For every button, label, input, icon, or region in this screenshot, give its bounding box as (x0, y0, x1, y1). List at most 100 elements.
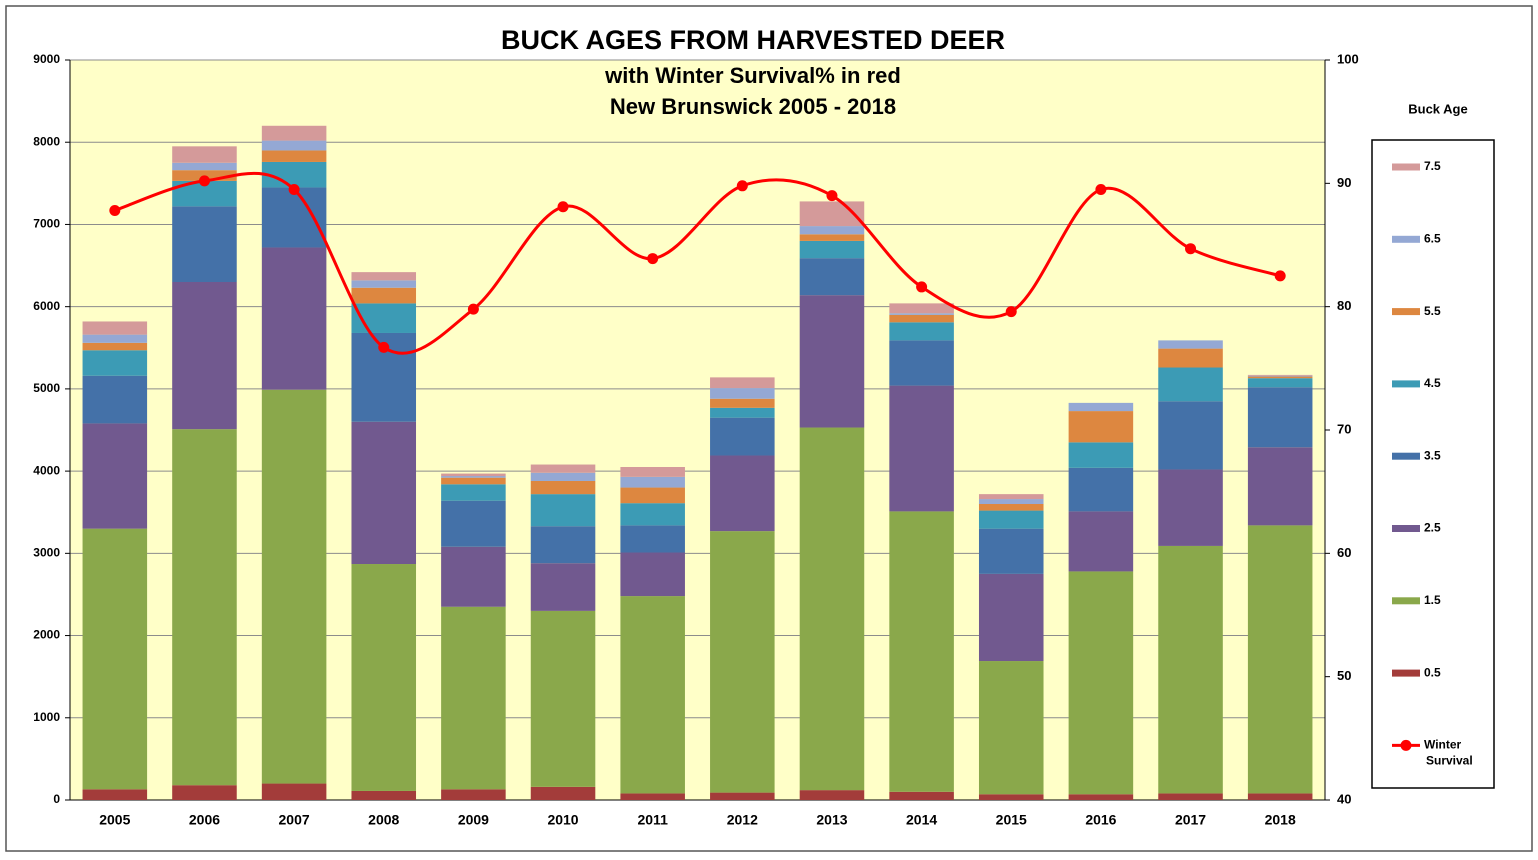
legend-label: 7.5 (1424, 159, 1441, 173)
bar-segment (172, 282, 237, 430)
bar-segment (1247, 376, 1313, 379)
bar-segment (620, 503, 685, 526)
x-tick-label: 2014 (906, 812, 937, 828)
bar-segment (261, 125, 327, 141)
bar-segment (710, 407, 775, 418)
bar-segment (978, 528, 1044, 574)
x-tick-label: 2012 (727, 812, 758, 828)
x-tick-label: 2013 (816, 812, 847, 828)
legend-swatch (1392, 669, 1420, 677)
x-tick-label: 2015 (996, 812, 1027, 828)
bar-segment (799, 226, 865, 235)
bar-segment (1158, 348, 1223, 368)
legend-label: 0.5 (1424, 665, 1441, 679)
survival-point (826, 190, 838, 202)
bar-segment (530, 464, 596, 473)
y-tick-label: 9000 (33, 52, 60, 66)
survival-point (1095, 184, 1107, 195)
bar-segment (1247, 793, 1313, 800)
bar-segment (1247, 375, 1313, 377)
survival-point (647, 253, 659, 265)
x-tick-label: 2018 (1265, 812, 1296, 828)
bar-segment (1158, 793, 1223, 800)
x-tick-label: 2008 (368, 812, 399, 828)
y-tick-label: 3000 (33, 546, 60, 560)
legend-label: Winter Survival (1424, 738, 1473, 768)
y-tick-label: 5000 (33, 381, 60, 395)
y-tick-label: 0 (53, 792, 60, 806)
bar-segment (441, 500, 506, 547)
bar-segment (620, 793, 685, 800)
legend-swatch (1400, 739, 1412, 751)
bar-segment (261, 247, 327, 390)
bar-segment (978, 794, 1044, 800)
bar-segment (620, 476, 685, 488)
bar-segment (889, 303, 954, 314)
legend-swatch (1392, 163, 1420, 171)
y2-tick-label: 80 (1337, 298, 1351, 313)
legend-label: 1.5 (1424, 593, 1441, 607)
bar-segment (1158, 545, 1223, 794)
legend-swatch (1392, 380, 1420, 388)
bar-segment (351, 280, 417, 288)
bar-segment (889, 385, 954, 512)
plot-area (70, 60, 1325, 800)
x-tick-label: 2006 (189, 812, 220, 828)
bar-segment (261, 161, 327, 188)
bar-segment (799, 295, 865, 428)
bar-segment (351, 790, 417, 800)
bar-segment (799, 240, 865, 259)
bar-segment (351, 272, 417, 281)
bar-segment (172, 785, 237, 800)
y2-tick-label: 70 (1337, 421, 1351, 436)
bar-segment (1247, 525, 1313, 794)
chart-subtitle: with Winter Survival% in red (604, 63, 901, 88)
bar-segment (172, 429, 237, 786)
bar-segment (978, 661, 1044, 795)
survival-point (916, 281, 928, 293)
y2-tick-label: 100 (1337, 51, 1359, 66)
bar-segment (351, 564, 417, 791)
bar-segment (441, 477, 506, 485)
bar-segment (889, 511, 954, 792)
bar-segment (530, 526, 596, 564)
bar-segment (1068, 511, 1134, 572)
bar-segment (620, 552, 685, 597)
legend-swatch (1392, 308, 1420, 316)
survival-point (288, 184, 300, 195)
bar-segment (710, 377, 775, 389)
bar-segment (441, 484, 506, 501)
bar-segment (261, 187, 327, 248)
bar-segment (1068, 411, 1134, 443)
bar-segment (978, 573, 1044, 662)
bar-segment (889, 791, 954, 800)
bar-segment (172, 206, 237, 282)
bar-segment (1247, 447, 1313, 526)
bar-segment (1068, 442, 1134, 468)
y-tick-label: 8000 (33, 134, 60, 148)
legend-swatch (1392, 525, 1420, 532)
bar-segment (978, 494, 1044, 500)
legend-label: 4.5 (1424, 376, 1441, 390)
legend-swatch (1392, 597, 1420, 605)
bar-segment (710, 792, 775, 800)
legend-label: 5.5 (1424, 304, 1441, 318)
bar-segment (1247, 374, 1313, 376)
bar-segment (261, 150, 327, 162)
survival-point (1274, 270, 1286, 282)
bar-segment (261, 140, 327, 151)
x-tick-label: 2005 (99, 812, 130, 828)
bar-segment (351, 287, 417, 304)
bar-segment (441, 546, 506, 607)
y-tick-label: 1000 (33, 710, 60, 724)
legend-title: Buck Age (1408, 101, 1467, 116)
bar-segment (1068, 467, 1134, 512)
bar-segment (799, 258, 865, 296)
bar-segment (530, 494, 596, 527)
x-tick-label: 2009 (458, 812, 489, 828)
bar-segment (889, 340, 954, 386)
bar-segment (799, 427, 865, 791)
y2-tick-label: 60 (1337, 545, 1351, 560)
bar-segment (620, 487, 685, 504)
survival-point (467, 303, 479, 315)
